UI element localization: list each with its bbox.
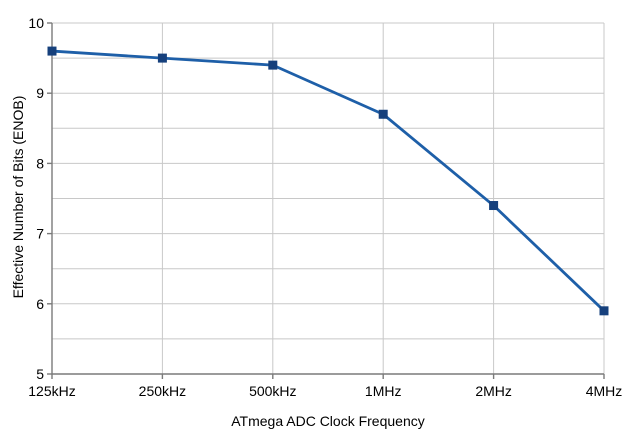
x-tick-label: 125kHz	[28, 383, 75, 399]
y-axis-title: Effective Number of Bits (ENOB)	[10, 95, 26, 299]
x-tick-label: 4MHz	[586, 383, 623, 399]
x-tick-label: 2MHz	[475, 383, 512, 399]
x-axis-title: ATmega ADC Clock Frequency	[231, 413, 425, 429]
y-tick-label: 7	[36, 226, 44, 242]
x-tick-label: 500kHz	[249, 383, 296, 399]
data-point-marker	[489, 201, 499, 211]
y-tick-label: 10	[28, 15, 44, 31]
data-point-marker	[268, 60, 278, 70]
data-point-marker	[599, 306, 609, 316]
x-tick-label: 1MHz	[365, 383, 402, 399]
y-tick-label: 9	[36, 85, 44, 101]
data-line	[51, 49, 605, 312]
y-tick-label: 5	[36, 366, 44, 382]
y-tick-label: 8	[36, 155, 44, 171]
data-point-marker	[157, 53, 167, 63]
data-point-marker	[47, 46, 57, 56]
data-point-marker	[378, 109, 388, 119]
y-tick-label: 6	[36, 296, 44, 312]
x-tick-label: 250kHz	[139, 383, 186, 399]
